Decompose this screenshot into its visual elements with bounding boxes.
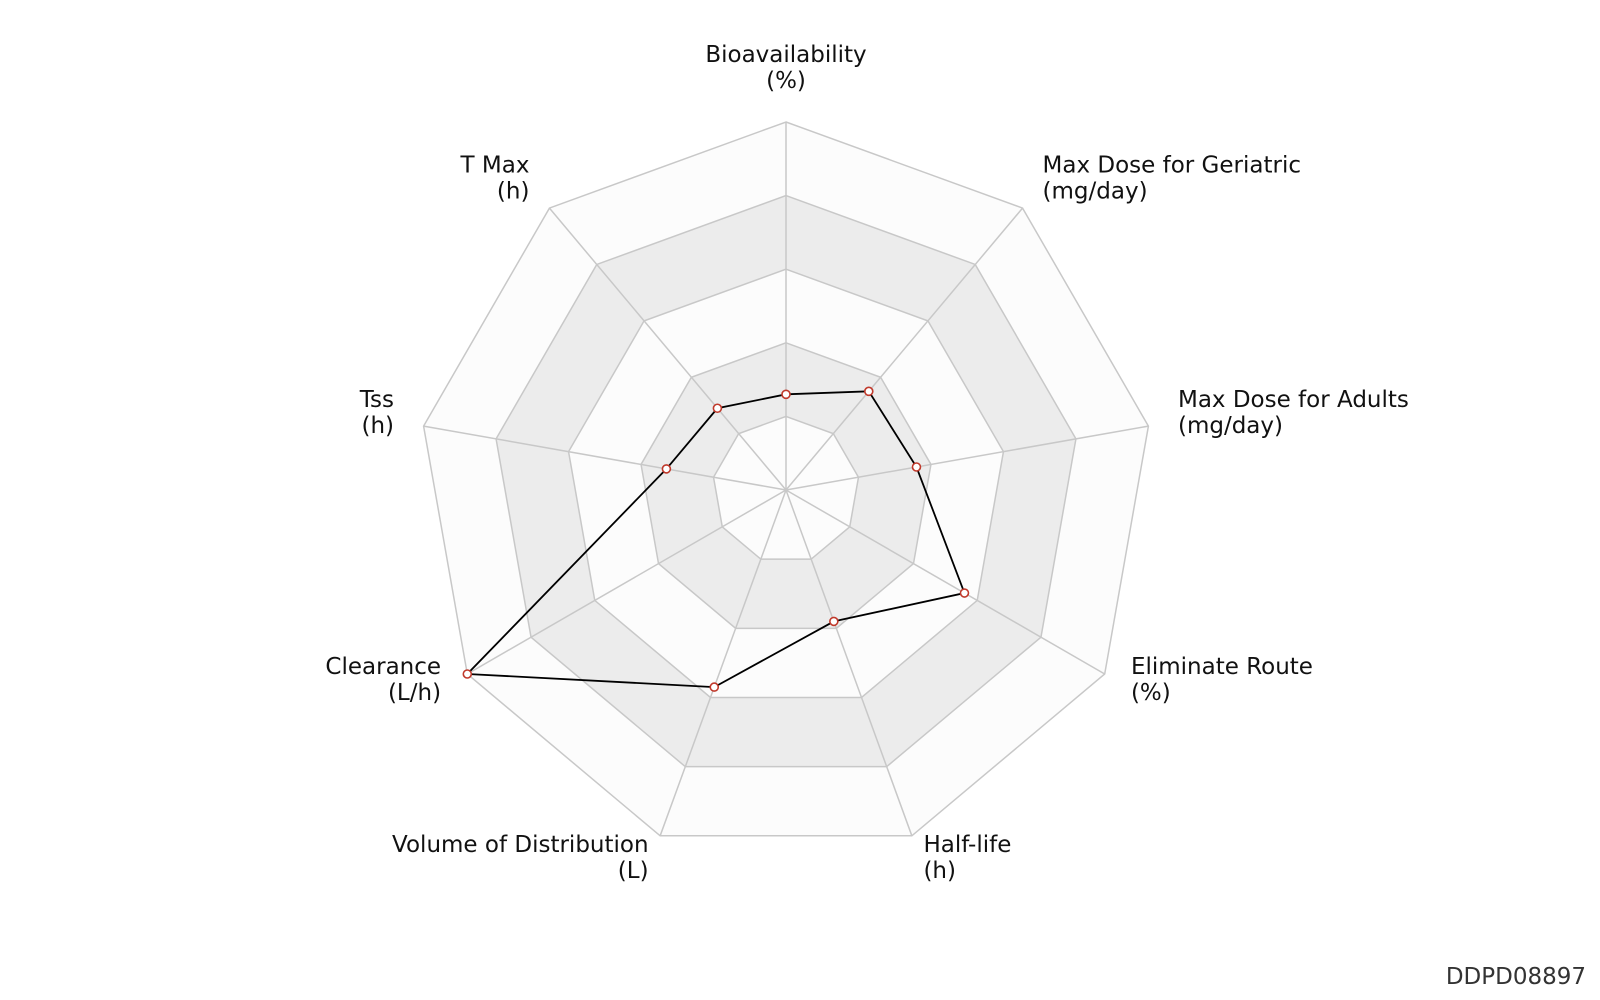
series-layer xyxy=(462,386,970,692)
axis-label-8: Tss xyxy=(359,387,394,413)
data-point-7 xyxy=(462,669,473,679)
grid-spoke-6 xyxy=(659,489,787,837)
grid-spoke-5 xyxy=(785,489,913,837)
chart-id-watermark: DDPD08897 xyxy=(1445,964,1586,990)
axis-unit-2: (mg/day) xyxy=(1043,179,1148,205)
axis-label-7: Clearance xyxy=(325,654,441,680)
axis-unit-6: (L) xyxy=(618,858,649,884)
axis-unit-1: (%) xyxy=(766,68,806,94)
data-point-1 xyxy=(781,389,791,400)
axis-label-6: Volume of Distribution xyxy=(392,832,649,858)
axis-unit-8: (h) xyxy=(361,413,394,439)
axis-label-3: Max Dose for Adults xyxy=(1178,387,1409,413)
axis-label-4: Eliminate Route xyxy=(1131,654,1313,680)
axis-label-2: Max Dose for Geriatric xyxy=(1043,153,1301,179)
axis-unit-4: (%) xyxy=(1131,680,1171,706)
data-point-6 xyxy=(709,682,720,692)
data-point-2 xyxy=(863,386,874,397)
grid-spoke-8 xyxy=(423,425,787,491)
axis-label-5: Half-life xyxy=(923,832,1011,858)
data-point-3 xyxy=(911,462,922,472)
data-point-4 xyxy=(959,588,970,598)
grid-spoke-7 xyxy=(466,489,787,675)
data-point-5 xyxy=(829,616,839,627)
axis-label-9: T Max xyxy=(460,153,530,179)
axis-unit-7: (L/h) xyxy=(388,680,441,706)
data-point-9 xyxy=(712,403,723,414)
axis-unit-9: (h) xyxy=(497,179,530,205)
grid-spokes xyxy=(423,122,1149,837)
grid-spoke-3 xyxy=(785,425,1149,491)
series-line xyxy=(465,390,966,689)
axis-unit-5: (h) xyxy=(923,858,956,884)
data-point-8 xyxy=(661,464,672,474)
axis-unit-3: (mg/day) xyxy=(1178,413,1283,439)
axis-labels: Bioavailability(%)Max Dose for Geriatric… xyxy=(325,42,1408,884)
grid-spoke-4 xyxy=(785,489,1106,675)
grid-spoke-2 xyxy=(785,207,1024,491)
grid-spoke-9 xyxy=(548,207,787,491)
axis-label-1: Bioavailability xyxy=(705,42,866,68)
